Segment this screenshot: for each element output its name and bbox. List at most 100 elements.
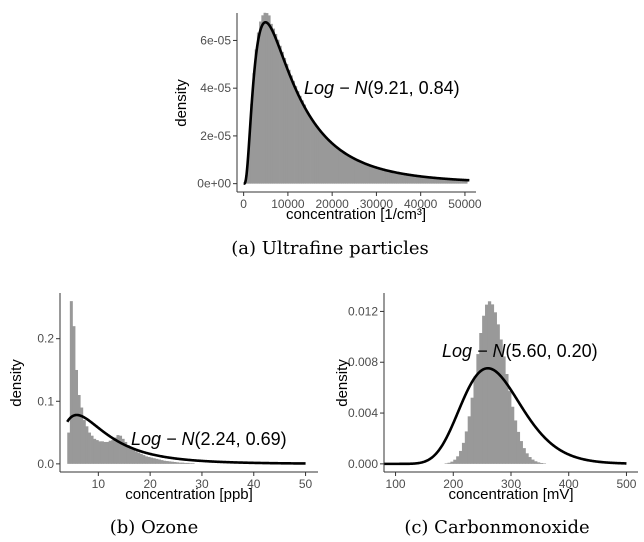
ufp-hist-bar	[367, 164, 371, 184]
ufp-hist-bar	[267, 15, 271, 184]
ozone-x-tick-label: 40	[247, 477, 261, 491]
ozone-hist-bar	[147, 456, 151, 464]
co-hist-bar	[490, 304, 495, 464]
ufp-hist-bar	[456, 179, 459, 184]
ufp-hist-bar	[287, 69, 291, 184]
co-hist-bar	[499, 339, 503, 464]
co-hist-bar	[453, 459, 457, 464]
ozone-hist-bar	[157, 459, 161, 464]
ufp-hist-bar	[451, 179, 455, 184]
ozone-fit-curve	[66, 413, 306, 465]
co-x-tick-label: 500	[616, 477, 636, 491]
ozone-y-tick-label: 0.1	[37, 394, 54, 408]
co-bars	[444, 301, 547, 464]
ufp-hist-bar	[341, 151, 344, 184]
ozone-hist-bar	[77, 395, 81, 464]
ozone-hist-bar	[137, 452, 141, 464]
ufp-hist-bar	[292, 80, 295, 184]
co-y-axis-title: density	[334, 359, 351, 407]
ozone-y-ticks: 0.0 0.1 0.2	[37, 332, 60, 471]
ozone-x-tick-label: 20	[143, 477, 157, 491]
ufp-hist-bar	[369, 165, 373, 184]
ufp-hist-bar	[453, 179, 457, 184]
ufp-hist-bar	[460, 179, 464, 184]
co-hist-bar	[459, 450, 463, 464]
ufp-hist-bar	[254, 49, 258, 184]
ufp-hist-bar	[427, 177, 430, 184]
ufp-hist-bar	[336, 147, 340, 184]
ufp-hist-bar	[327, 140, 331, 184]
co-y-tick-label: 0.000	[348, 457, 378, 471]
ufp-fit-label: Log − N(9.21, 0.84)	[304, 78, 460, 98]
ozone-hist-bar	[103, 441, 107, 464]
ufp-y-tick-label: 2e-05	[200, 129, 231, 143]
ozone-hist-bar	[160, 460, 164, 464]
co-hist-bar	[496, 324, 500, 464]
ozone-hist-bar	[75, 369, 79, 464]
co-x-tick-label: 200	[443, 477, 463, 491]
ufp-hist-bar	[378, 168, 382, 184]
ufp-hist-bar	[347, 155, 351, 184]
ufp-x-tick-label: 30000	[360, 197, 394, 211]
ufp-hist-bar	[416, 175, 419, 184]
ozone-hist-bar	[155, 458, 159, 464]
co-hist-bar	[447, 462, 451, 464]
ozone-hist-bar	[108, 440, 112, 464]
ozone-y-tick-label: 0.0	[37, 457, 54, 471]
ufp-hist-bar	[281, 51, 284, 184]
ufp-hist-bar	[349, 156, 353, 184]
ufp-hist-bar	[440, 178, 444, 184]
ozone-hist-bar	[168, 461, 172, 464]
ufp-hist-bar	[363, 163, 366, 184]
ufp-hist-bar	[418, 176, 422, 184]
co-hist-bar	[450, 461, 454, 464]
ozone-hist-bar	[121, 438, 125, 464]
ufp-x-tick-label: 20000	[315, 197, 349, 211]
co-hist-bar	[516, 431, 521, 464]
ozone-x-axis-title: concentration [ppb]	[125, 486, 253, 503]
ufp-hist-bar	[248, 138, 251, 184]
co-hist-bar	[513, 420, 518, 464]
ufp-hist-bar	[402, 173, 406, 184]
ufp-caption: (a) Ultrafine particles	[231, 238, 429, 259]
ufp-hist-bar	[389, 171, 393, 184]
ozone-x-tick-label: 30	[195, 477, 209, 491]
ufp-hist-bar	[250, 103, 253, 184]
ufp-hist-bar	[396, 172, 399, 184]
ufp-hist-bar	[332, 144, 335, 184]
ozone-hist-bar	[95, 440, 99, 464]
ozone-hist-bar	[98, 441, 102, 464]
ufp-hist-bar	[445, 178, 448, 184]
ozone-hist-bar	[90, 435, 94, 464]
ufp-hist-bar	[356, 160, 360, 184]
ufp-fit-curve	[243, 20, 470, 185]
co-x-ticks: 100 200 300 400 500	[386, 472, 637, 491]
ufp-hist-bar	[385, 170, 388, 184]
co-hist-bar	[505, 374, 509, 464]
ufp-hist-bar	[256, 32, 260, 184]
ufp-fit-label-dist: Log − N	[304, 78, 369, 98]
ufp-hist-bar	[279, 45, 282, 184]
ozone-hist-bar	[87, 432, 91, 464]
co-hist-bar	[522, 448, 526, 464]
ozone-hist-bar	[106, 441, 110, 464]
co-y-ticks: 0.000 0.004 0.008 0.012	[348, 304, 384, 471]
ufp-x-tick-label: 40000	[404, 197, 438, 211]
ozone-hist-bar	[111, 440, 115, 464]
ufp-hist-bar	[252, 73, 256, 184]
ufp-y-tick-label: 6e-05	[200, 33, 231, 47]
ozone-hist-bar	[183, 462, 187, 464]
ufp-hist-bar	[303, 104, 307, 184]
co-hist-bar	[464, 431, 469, 464]
ufp-hist-bar	[433, 177, 437, 184]
ufp-hist-bar	[270, 23, 273, 184]
ufp-hist-bar	[354, 159, 357, 184]
ufp-x-tick-label: 0	[240, 197, 247, 211]
co-fit-curve	[384, 366, 627, 466]
ufp-y-ticks: 0e+00 2e-05 4e-05 6e-05	[197, 33, 237, 191]
ufp-hist-bar	[261, 15, 264, 184]
ufp-hist-bar	[431, 177, 435, 184]
ozone-fit-label-params: (2.24, 0.69)	[195, 429, 287, 449]
ufp-hist-bar	[272, 28, 276, 184]
ufp-hist-bar	[387, 170, 391, 184]
